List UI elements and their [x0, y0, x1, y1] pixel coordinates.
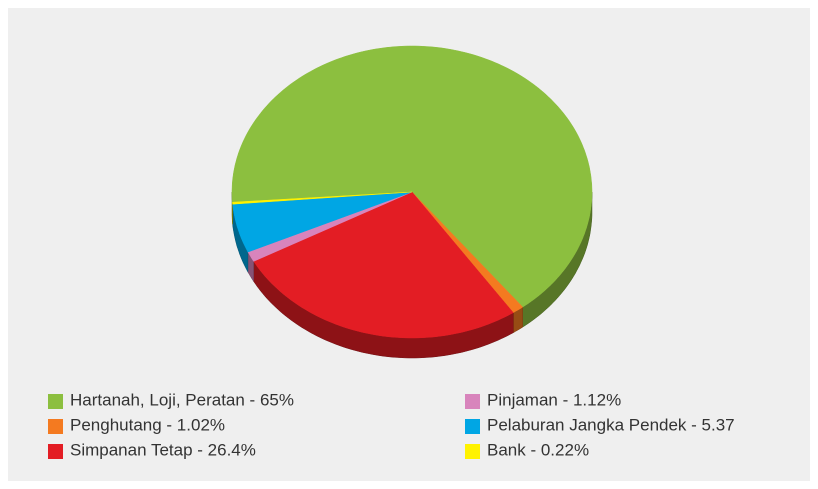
- legend-swatch: [465, 394, 480, 409]
- legend-swatch: [465, 444, 480, 459]
- legend-swatch: [48, 444, 63, 459]
- slice: [232, 191, 413, 253]
- slice: [253, 191, 514, 339]
- legend-label: Bank - 0.22%: [487, 440, 589, 459]
- legend-label: Hartanah, Loji, Peratan - 65%: [70, 390, 294, 409]
- legend-swatch: [48, 419, 63, 434]
- legend-swatch: [48, 394, 63, 409]
- slice: [231, 45, 593, 308]
- legend-label: Pinjaman - 1.12%: [487, 390, 621, 409]
- legend-label: Penghutang - 1.02%: [70, 415, 225, 434]
- slice: [232, 191, 413, 205]
- legend-label: Simpanan Tetap - 26.4%: [70, 440, 256, 459]
- legend-label: Pelaburan Jangka Pendek - 5.37: [487, 415, 735, 434]
- legend-swatch: [465, 419, 480, 434]
